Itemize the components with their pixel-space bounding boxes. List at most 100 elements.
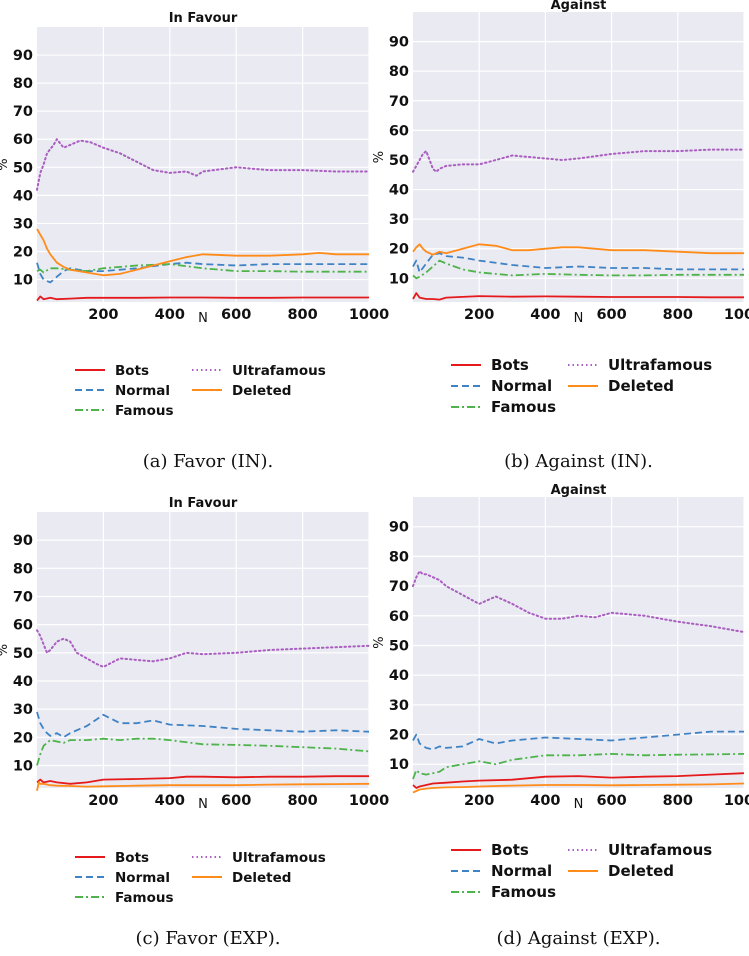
plot-area xyxy=(413,12,744,302)
series-line-famous xyxy=(36,737,370,766)
y-tick-label: 90 xyxy=(13,48,33,64)
chart-panel-c: In Favour 10 20 30 40 50 60 70 80 90 200 400 600 800 1… xyxy=(0,496,389,949)
x-axis-label: N xyxy=(574,797,584,812)
legend-label-deleted: Deleted xyxy=(232,870,291,886)
series-line-ultrafamous xyxy=(36,138,370,191)
legend-label-normal: Normal xyxy=(491,377,552,395)
subfigure-caption: (c) Favor (EXP). xyxy=(135,928,280,949)
y-tick-label: 90 xyxy=(389,35,409,51)
y-tick-label: 80 xyxy=(389,549,409,565)
legend-label-deleted: Deleted xyxy=(232,383,291,399)
x-axis-label: N xyxy=(198,311,208,326)
legend: Bots Normal Famous Ultrafamous Deleted xyxy=(451,841,712,901)
y-tick-label: 20 xyxy=(389,242,409,258)
series-line-famous xyxy=(412,259,744,280)
y-tick-label: 60 xyxy=(389,609,409,625)
x-tick-label: 400 xyxy=(530,793,560,809)
series-line-normal xyxy=(412,730,744,751)
y-tick-label: 10 xyxy=(389,757,409,773)
legend: Bots Normal Famous Ultrafamous Deleted xyxy=(451,356,712,416)
x-axis-label: N xyxy=(198,797,208,812)
x-tick-label: 800 xyxy=(663,307,693,323)
plot-area xyxy=(37,27,369,302)
x-tick-label: 600 xyxy=(221,307,251,323)
y-tick-label: 10 xyxy=(13,273,33,289)
series-line-ultrafamous xyxy=(36,629,370,668)
x-tick-label: 800 xyxy=(663,793,693,809)
x-tick-label: 600 xyxy=(596,793,626,809)
legend-label-bots: Bots xyxy=(115,363,149,379)
y-axis-label: % xyxy=(0,644,11,656)
series-line-deleted xyxy=(36,228,369,277)
x-tick-label: 800 xyxy=(287,307,317,323)
chart-panel-a: In Favour 10 20 30 40 50 60 70 80 90 200 400 600 800 1… xyxy=(0,11,389,472)
y-tick-label: 70 xyxy=(13,104,33,120)
y-tick-label: 90 xyxy=(13,533,33,549)
y-axis-label: % xyxy=(0,158,11,170)
chart-title: Against xyxy=(551,0,607,13)
legend-label-normal: Normal xyxy=(491,862,552,880)
y-tick-label: 60 xyxy=(389,123,409,139)
legend: Bots Normal Famous Ultrafamous Deleted xyxy=(75,363,326,419)
legend-label-normal: Normal xyxy=(115,383,170,399)
legend-label-famous: Famous xyxy=(115,890,174,906)
x-tick-label: 400 xyxy=(530,307,560,323)
subfigure-caption: (b) Against (IN). xyxy=(504,451,653,472)
chart-title: In Favour xyxy=(169,496,238,511)
series-line-famous xyxy=(36,263,369,274)
y-tick-label: 50 xyxy=(389,638,409,654)
chart-title: Against xyxy=(551,483,607,498)
series-line-deleted xyxy=(36,781,370,791)
y-axis-label: % xyxy=(372,636,387,648)
legend-label-deleted: Deleted xyxy=(608,862,674,880)
y-tick-label: 70 xyxy=(389,94,409,110)
y-tick-label: 40 xyxy=(13,674,33,690)
x-tick-label: 1000 xyxy=(349,307,389,323)
x-axis-label: N xyxy=(574,311,584,326)
series-line-normal xyxy=(412,252,744,274)
y-tick-label: 30 xyxy=(13,216,33,232)
y-tick-label: 70 xyxy=(389,579,409,595)
x-tick-label: 200 xyxy=(88,793,118,809)
y-tick-label: 80 xyxy=(13,561,33,577)
legend-label-ultrafamous: Ultrafamous xyxy=(608,841,712,859)
chart-title: In Favour xyxy=(169,11,238,26)
y-tick-label: 50 xyxy=(13,646,33,662)
series-line-deleted xyxy=(412,243,744,256)
x-tick-label: 1000 xyxy=(349,793,389,809)
y-tick-label: 50 xyxy=(13,160,33,176)
y-tick-label: 40 xyxy=(13,188,33,204)
y-tick-label: 30 xyxy=(389,212,409,228)
legend-label-bots: Bots xyxy=(491,841,529,859)
series-line-bots xyxy=(412,772,745,789)
series-line-deleted xyxy=(412,782,745,794)
y-tick-label: 20 xyxy=(389,728,409,744)
plot-area xyxy=(37,512,369,788)
series-line-bots xyxy=(36,295,369,302)
x-tick-label: 200 xyxy=(464,793,494,809)
subfigure-caption: (a) Favor (IN). xyxy=(143,451,273,472)
y-tick-label: 70 xyxy=(13,589,33,605)
legend-label-ultrafamous: Ultrafamous xyxy=(232,850,326,866)
y-tick-label: 60 xyxy=(13,618,33,634)
x-tick-label: 200 xyxy=(88,307,118,323)
x-tick-label: 200 xyxy=(464,307,494,323)
series-line-ultrafamous xyxy=(412,148,745,173)
series-line-normal xyxy=(36,711,370,739)
y-axis-label: % xyxy=(372,151,387,163)
legend-label-deleted: Deleted xyxy=(608,377,674,395)
y-tick-label: 90 xyxy=(389,520,409,536)
x-tick-label: 1000 xyxy=(724,793,749,809)
legend: Bots Normal Famous Ultrafamous Deleted xyxy=(75,850,326,906)
y-tick-label: 30 xyxy=(13,702,33,718)
y-tick-label: 10 xyxy=(13,758,33,774)
y-tick-label: 20 xyxy=(13,730,33,746)
plot-area xyxy=(413,497,744,788)
series-line-bots xyxy=(36,775,369,785)
series-line-normal xyxy=(36,261,369,284)
x-tick-label: 400 xyxy=(155,793,185,809)
x-tick-label: 600 xyxy=(221,793,251,809)
legend-label-ultrafamous: Ultrafamous xyxy=(232,363,326,379)
y-tick-label: 20 xyxy=(13,244,33,260)
series-line-ultrafamous xyxy=(412,570,745,634)
